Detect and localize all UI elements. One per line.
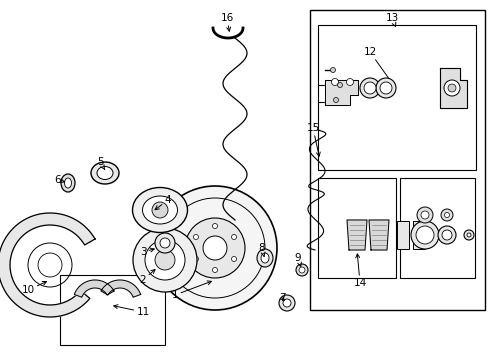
Circle shape xyxy=(193,234,198,239)
Ellipse shape xyxy=(61,174,75,192)
Circle shape xyxy=(466,233,470,237)
Circle shape xyxy=(133,228,197,292)
Ellipse shape xyxy=(97,166,113,180)
Circle shape xyxy=(160,238,170,248)
Circle shape xyxy=(443,80,459,96)
Circle shape xyxy=(153,186,276,310)
Polygon shape xyxy=(325,80,357,105)
Text: 4: 4 xyxy=(155,195,171,210)
Circle shape xyxy=(337,82,342,87)
Bar xyxy=(399,178,474,278)
Circle shape xyxy=(330,68,335,72)
Circle shape xyxy=(145,240,184,280)
Circle shape xyxy=(38,253,62,277)
Text: 9: 9 xyxy=(294,253,301,266)
Text: 13: 13 xyxy=(385,13,398,27)
Text: 6: 6 xyxy=(55,175,64,185)
Circle shape xyxy=(441,230,451,240)
Bar xyxy=(60,275,164,345)
Text: 8: 8 xyxy=(258,243,265,256)
Circle shape xyxy=(295,264,307,276)
Circle shape xyxy=(155,233,175,253)
Text: 12: 12 xyxy=(363,47,394,87)
Polygon shape xyxy=(439,68,466,108)
Circle shape xyxy=(346,78,353,86)
Text: 7: 7 xyxy=(278,293,285,303)
Ellipse shape xyxy=(91,162,119,184)
Text: 14: 14 xyxy=(353,254,366,288)
Circle shape xyxy=(231,256,236,261)
Text: 11: 11 xyxy=(114,305,149,317)
Text: 3: 3 xyxy=(140,247,154,257)
Bar xyxy=(317,25,475,170)
Ellipse shape xyxy=(142,196,177,224)
Circle shape xyxy=(359,78,379,98)
Circle shape xyxy=(444,212,448,217)
Polygon shape xyxy=(346,220,366,250)
Circle shape xyxy=(379,82,391,94)
Circle shape xyxy=(437,226,455,244)
Text: 10: 10 xyxy=(21,282,46,295)
Circle shape xyxy=(298,267,305,273)
Circle shape xyxy=(203,236,226,260)
Circle shape xyxy=(440,209,452,221)
Bar xyxy=(396,221,408,249)
Circle shape xyxy=(333,98,338,103)
Circle shape xyxy=(155,250,175,270)
Text: 2: 2 xyxy=(140,270,155,285)
Ellipse shape xyxy=(132,188,187,233)
Text: 1: 1 xyxy=(171,281,211,300)
Circle shape xyxy=(410,221,438,249)
Ellipse shape xyxy=(261,253,268,263)
Circle shape xyxy=(184,218,244,278)
Polygon shape xyxy=(368,220,388,250)
Text: 15: 15 xyxy=(306,123,320,156)
Bar xyxy=(309,10,484,310)
Polygon shape xyxy=(0,213,95,317)
Circle shape xyxy=(415,226,433,244)
Circle shape xyxy=(193,256,198,261)
Ellipse shape xyxy=(64,178,71,188)
Circle shape xyxy=(212,224,217,229)
Circle shape xyxy=(363,82,375,94)
Polygon shape xyxy=(74,280,114,297)
Text: 5: 5 xyxy=(97,157,104,170)
Circle shape xyxy=(231,234,236,239)
Circle shape xyxy=(279,295,294,311)
Circle shape xyxy=(420,211,428,219)
Polygon shape xyxy=(101,280,141,297)
Circle shape xyxy=(447,84,455,92)
Circle shape xyxy=(152,202,168,218)
Text: 16: 16 xyxy=(220,13,233,31)
Ellipse shape xyxy=(257,249,272,267)
Circle shape xyxy=(375,78,395,98)
Circle shape xyxy=(283,299,290,307)
Circle shape xyxy=(463,230,473,240)
Bar xyxy=(412,221,424,249)
Circle shape xyxy=(416,207,432,223)
Circle shape xyxy=(212,267,217,273)
Bar xyxy=(317,178,395,278)
Circle shape xyxy=(331,78,338,86)
